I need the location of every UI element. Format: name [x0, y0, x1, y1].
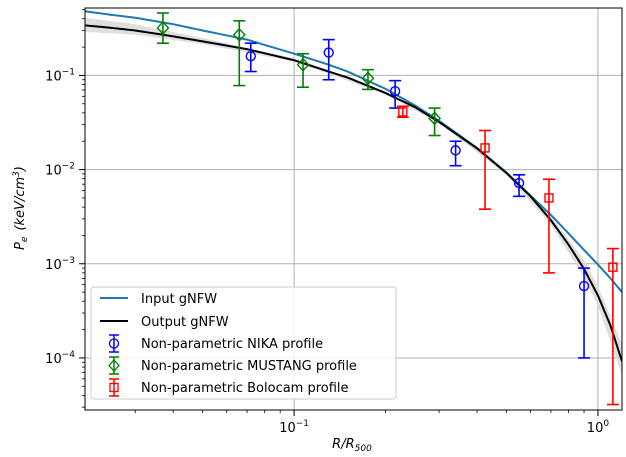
mustang-marker	[296, 57, 310, 72]
mustang-marker	[428, 111, 442, 126]
nika-marker	[578, 280, 590, 292]
model-lines	[85, 10, 622, 362]
x-tick-label: 10−1	[279, 419, 309, 436]
bolocam-data-point	[479, 129, 492, 210]
mustang-data-point	[156, 12, 170, 44]
nika-data-point	[449, 140, 462, 167]
nika-data-point	[244, 42, 257, 73]
nika-data-point	[389, 79, 402, 109]
legend-entry-nika: Non-parametric NIKA profile	[108, 334, 323, 353]
bolocam-data-point	[396, 105, 409, 119]
nika-data-point	[322, 38, 335, 81]
plot-frame	[84, 7, 623, 411]
legend-frame	[90, 286, 397, 400]
mustang-marker	[232, 27, 246, 42]
data-points	[156, 12, 619, 406]
nika-marker	[245, 51, 256, 62]
nika-marker	[513, 177, 525, 189]
bolocam-marker	[608, 262, 618, 272]
legend-label-nika: Non-parametric NIKA profile	[141, 337, 323, 352]
mustang-marker	[361, 71, 375, 86]
legend-entry-bolocam: Non-parametric Bolocam profile	[109, 378, 349, 397]
legend-entry-input-gnfw: Input gNFW	[100, 292, 217, 307]
mustang-data-point	[361, 68, 375, 91]
mustang-marker	[156, 20, 170, 35]
legend-label-input-gnfw: Input gNFW	[141, 292, 217, 307]
input-gnfw-line	[85, 10, 622, 293]
legend-label-bolocam: Non-parametric Bolocam profile	[141, 381, 349, 396]
bolocam-marker	[398, 107, 408, 117]
output-gnfw-line	[85, 24, 622, 362]
legend: Input gNFW Output gNFW Non-parametric NI…	[90, 286, 397, 400]
y-axis-label: Pe(keV/cm3)	[12, 166, 30, 250]
y-tick-label: 10−3	[45, 256, 75, 273]
y-tick-label: 10−2	[45, 162, 75, 179]
legend-label-output-gnfw: Output gNFW	[141, 315, 229, 330]
legend-entry-mustang: Non-parametric MUSTANG profile	[108, 356, 357, 375]
mustang-data-point	[428, 107, 442, 137]
bolocam-marker	[480, 143, 490, 153]
legend-label-mustang: Non-parametric MUSTANG profile	[141, 359, 357, 374]
axis-ticks: 10−1 100 10−1 10−2 10−3 10−4	[45, 9, 610, 436]
nika-marker	[389, 85, 401, 97]
y-tick-label: 10−4	[45, 350, 75, 367]
nika-marker	[450, 145, 461, 156]
x-axis-label: R/R500	[332, 437, 372, 454]
x-tick-label: 100	[587, 419, 610, 436]
legend-entry-output-gnfw: Output gNFW	[100, 315, 229, 330]
bolocam-data-point	[606, 247, 619, 406]
mustang-data-point	[296, 52, 310, 88]
mustang-data-point	[232, 20, 246, 87]
nika-data-point	[513, 174, 526, 198]
nika-data-point	[578, 267, 591, 359]
nika-marker	[323, 47, 334, 58]
bolocam-marker	[544, 193, 554, 203]
bolocam-data-point	[542, 178, 555, 274]
y-tick-label: 10−1	[45, 67, 75, 84]
